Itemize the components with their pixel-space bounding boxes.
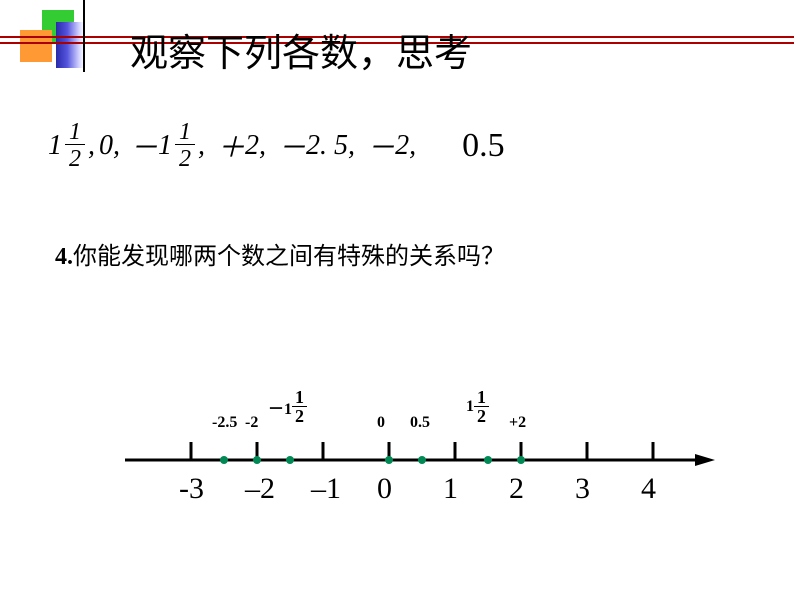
num-last: 0.5 — [462, 127, 505, 165]
axis-tick-label: 0 — [377, 472, 392, 506]
axis-tick-label: 3 — [575, 472, 590, 506]
data-point-dot — [484, 456, 492, 464]
point-label: +2 — [509, 414, 526, 432]
axis-tick-label: –2 — [245, 472, 275, 506]
neg-sign: － — [367, 126, 395, 166]
data-point-dot — [385, 456, 393, 464]
logo-blue-block — [56, 22, 84, 68]
data-point-dot — [220, 456, 228, 464]
logo-orange-square — [20, 30, 52, 62]
number-line: -3 –2 –1 0 1 2 3 4 -2.5 -2 －112 0 0.5 112 +2 — [100, 370, 720, 530]
sep: , — [198, 130, 205, 162]
neg-sign: － — [278, 126, 306, 166]
point-label: 0.5 — [410, 414, 430, 432]
data-point-dot — [517, 456, 525, 464]
point-label: 112 — [466, 388, 489, 425]
point-label: 0 — [377, 414, 385, 432]
axis-tick-label: -3 — [179, 472, 204, 506]
data-point-dot — [286, 456, 294, 464]
num-3-frac: 1 2 — [175, 120, 195, 171]
point-label: －112 — [268, 388, 307, 425]
neg-sign: － — [130, 126, 158, 166]
number-line-svg — [100, 370, 720, 530]
axis-tick-label: 1 — [443, 472, 458, 506]
slide-logo — [20, 10, 83, 70]
num-4: 2, — [245, 130, 266, 162]
data-point-dot — [418, 456, 426, 464]
point-label: -2.5 — [212, 414, 237, 432]
axis-tick-label: –1 — [311, 472, 341, 506]
axis-tick-label: 4 — [641, 472, 656, 506]
question-body: 你能发现哪两个数之间有特殊的关系吗？ — [73, 244, 505, 270]
question-text: 4.你能发现哪两个数之间有特殊的关系吗？ — [55, 236, 505, 271]
sep: , — [88, 130, 95, 162]
data-point-dot — [253, 456, 261, 464]
numbers-list: 1 1 2 , 0, － 1 1 2 , ＋ 2, － 2. 5, － 2, 0… — [48, 120, 505, 171]
num-1-whole: 1 — [48, 130, 62, 162]
header-vertical-line — [83, 0, 85, 72]
num-5: 2. 5, — [306, 130, 355, 162]
arrow-icon — [695, 454, 715, 466]
num-3-whole: 1 — [158, 130, 172, 162]
slide-title: 观察下列各数，思考 — [130, 22, 472, 77]
num-6: 2, — [395, 130, 416, 162]
num-1-frac: 1 2 — [65, 120, 85, 171]
plus-sign: ＋ — [217, 126, 245, 166]
num-2: 0, — [99, 130, 120, 162]
axis-tick-label: 2 — [509, 472, 524, 506]
point-label: -2 — [245, 414, 258, 432]
question-number: 4. — [55, 244, 73, 270]
